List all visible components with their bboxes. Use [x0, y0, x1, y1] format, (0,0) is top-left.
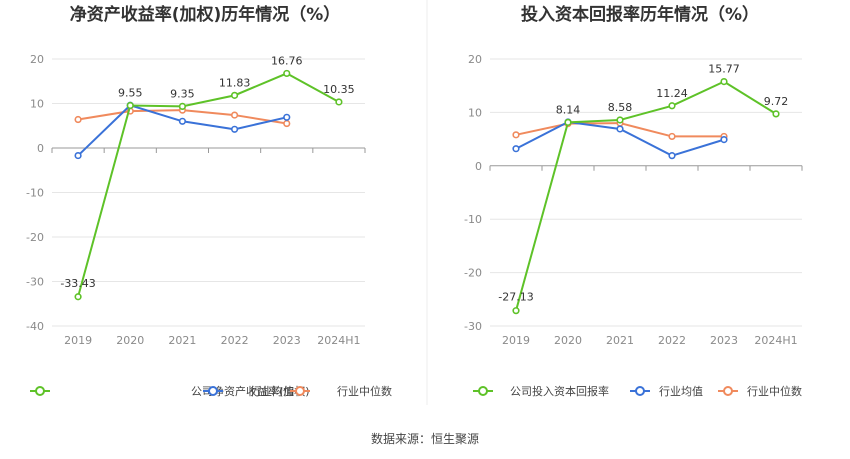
data-label: 9.35	[170, 87, 195, 100]
data-point-median	[668, 132, 676, 141]
chart-title: 净资产收益率(加权)历年情况（%）	[70, 4, 341, 25]
data-point-median	[512, 131, 520, 139]
series-line-company	[77, 72, 340, 298]
data-point-company	[668, 102, 676, 110]
data-point-avg	[74, 151, 82, 160]
y-tick-label: -40	[26, 320, 44, 333]
data-point-company	[772, 110, 780, 118]
y-tick-label: -30	[464, 320, 482, 333]
legend-label: 行业中位数	[337, 384, 392, 398]
data-point-avg	[668, 152, 676, 160]
data-point-avg	[230, 125, 239, 133]
legend-label: 行业中位数	[747, 384, 802, 398]
data-point-avg	[720, 136, 728, 144]
data-point-company	[564, 118, 572, 126]
legend-label: 行业均值	[659, 385, 703, 398]
legend-swatch-marker	[478, 386, 488, 396]
y-tick-label: 20	[30, 53, 44, 66]
data-point-avg	[616, 125, 624, 133]
legend-swatch-marker	[208, 386, 218, 396]
legend-swatch-marker	[35, 386, 45, 396]
data-point-company	[178, 102, 187, 110]
data-point-company	[720, 77, 728, 86]
x-tick-label: 2022	[221, 334, 249, 347]
data-label: 10.35	[323, 83, 355, 96]
x-tick-label: 2020	[554, 334, 582, 347]
y-tick-label: 10	[468, 106, 482, 119]
x-tick-label: 2023	[273, 334, 301, 347]
x-tick-label: 2021	[168, 334, 196, 347]
legend-swatch-marker	[635, 386, 645, 396]
legend-label: 公司净资产收益率(加权)	[191, 384, 310, 398]
data-label: -33.43	[60, 277, 95, 290]
data-point-company	[126, 101, 134, 110]
data-label: 15.77	[708, 63, 740, 76]
data-label: 11.83	[219, 76, 251, 89]
x-tick-label: 2023	[710, 334, 738, 347]
roe-chart: 净资产收益率(加权)历年情况（%） 20 10 0 -10 -20 -30 -40 2019 20…	[26, 4, 392, 398]
data-label: -27.13	[498, 291, 533, 304]
data-point-company	[283, 69, 291, 78]
y-tick-label: -10	[464, 213, 482, 226]
data-label: 8.14	[556, 103, 581, 116]
y-tick-label: 10	[30, 98, 44, 111]
data-label: 11.24	[656, 87, 688, 100]
x-tick-label: 2019	[64, 334, 92, 347]
data-point-company	[335, 98, 343, 106]
chart-title: 投入资本回报率历年情况（%）	[521, 4, 759, 25]
x-tick-label: 2024H1	[754, 334, 797, 347]
series-line-company	[515, 80, 777, 311]
legend-swatch-marker	[723, 386, 733, 396]
legend-swatch-marker	[295, 386, 305, 396]
y-tick-label: -30	[26, 276, 44, 289]
data-point-median	[74, 115, 82, 124]
data-point-company	[230, 91, 239, 99]
data-point-avg	[512, 145, 520, 153]
x-tick-label: 2021	[606, 334, 634, 347]
x-tick-label: 2019	[502, 334, 530, 347]
data-point-avg	[178, 117, 187, 125]
data-point-company	[616, 116, 624, 124]
y-tick-label: 0	[475, 160, 482, 173]
y-tick-label: -20	[26, 231, 44, 244]
roic-chart: 投入资本回报率历年情况（%） 20 10 0 -10 -20 -30 2019 2020 2021…	[464, 4, 803, 398]
data-label: 8.58	[608, 101, 633, 114]
source-note: 数据来源：恒生聚源	[371, 431, 479, 446]
data-point-median	[230, 111, 239, 119]
data-point-avg	[283, 113, 291, 121]
data-point-median	[283, 119, 291, 128]
y-tick-label: -20	[464, 267, 482, 280]
data-point-company	[512, 307, 520, 315]
x-tick-label: 2020	[116, 334, 144, 347]
data-label: 9.55	[118, 87, 143, 100]
data-label: 9.72	[764, 95, 789, 108]
legend-label: 公司投入资本回报率	[510, 384, 609, 398]
legend-label: 行业均值	[250, 385, 294, 398]
x-tick-label: 2024H1	[317, 334, 360, 347]
y-tick-label: -10	[26, 187, 44, 200]
x-tick-label: 2022	[658, 334, 686, 347]
data-label: 16.76	[271, 54, 303, 67]
y-tick-label: 0	[37, 142, 44, 155]
y-tick-label: 20	[468, 53, 482, 66]
data-point-company	[74, 293, 82, 301]
